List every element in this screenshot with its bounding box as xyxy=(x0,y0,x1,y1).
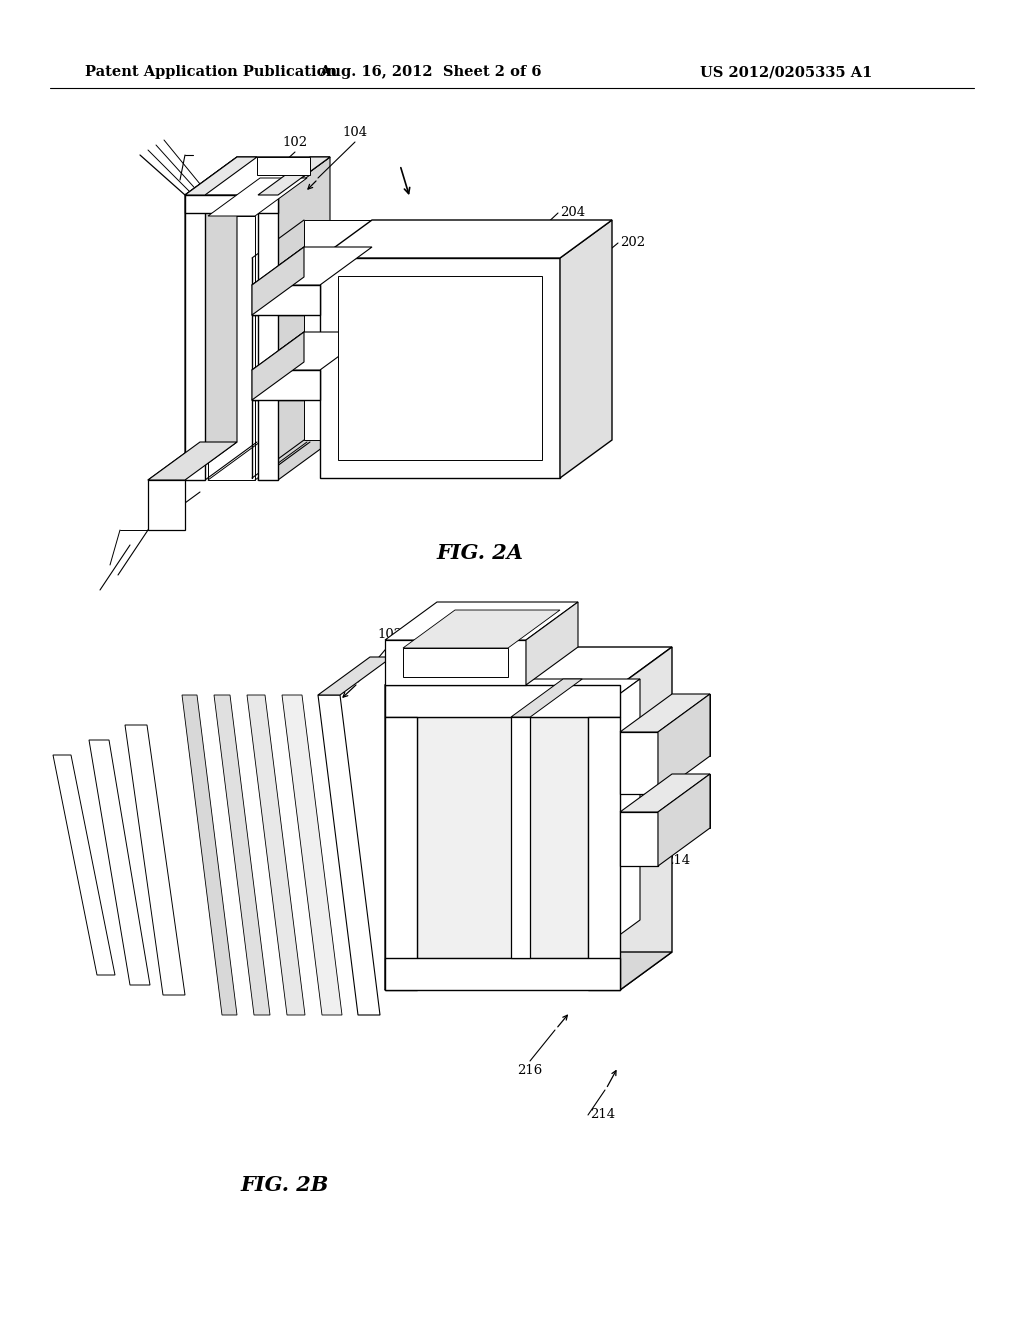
Text: 212: 212 xyxy=(640,693,666,706)
Polygon shape xyxy=(620,694,710,733)
Text: 102: 102 xyxy=(378,628,402,642)
Polygon shape xyxy=(385,647,437,990)
Polygon shape xyxy=(672,774,710,828)
Polygon shape xyxy=(620,647,672,990)
Polygon shape xyxy=(252,285,319,315)
Text: US 2012/0205335 A1: US 2012/0205335 A1 xyxy=(700,65,872,79)
Polygon shape xyxy=(185,195,205,480)
Polygon shape xyxy=(620,774,710,812)
Polygon shape xyxy=(385,602,578,640)
Text: FIG. 2A: FIG. 2A xyxy=(436,543,523,564)
Text: 202: 202 xyxy=(620,236,645,249)
Polygon shape xyxy=(257,157,310,176)
Polygon shape xyxy=(252,370,319,400)
Polygon shape xyxy=(385,647,672,685)
Polygon shape xyxy=(588,717,620,990)
Text: Aug. 16, 2012  Sheet 2 of 6: Aug. 16, 2012 Sheet 2 of 6 xyxy=(318,65,542,79)
Text: 216: 216 xyxy=(517,1064,543,1077)
Polygon shape xyxy=(469,678,640,920)
Polygon shape xyxy=(417,678,640,717)
Polygon shape xyxy=(318,696,380,1015)
Polygon shape xyxy=(278,157,330,480)
Polygon shape xyxy=(185,157,237,480)
Polygon shape xyxy=(182,696,237,1015)
Polygon shape xyxy=(385,640,526,685)
Polygon shape xyxy=(385,685,620,717)
Polygon shape xyxy=(148,442,237,480)
Polygon shape xyxy=(385,958,620,990)
Polygon shape xyxy=(252,333,372,370)
Text: 108: 108 xyxy=(440,626,466,639)
Polygon shape xyxy=(53,755,115,975)
Polygon shape xyxy=(658,774,710,866)
Polygon shape xyxy=(318,657,392,696)
Polygon shape xyxy=(125,725,185,995)
Polygon shape xyxy=(185,157,257,195)
Polygon shape xyxy=(319,220,612,257)
Polygon shape xyxy=(252,247,304,315)
Text: 214: 214 xyxy=(665,854,690,866)
Polygon shape xyxy=(208,178,307,216)
Polygon shape xyxy=(148,480,185,531)
Text: FIG. 2B: FIG. 2B xyxy=(241,1175,329,1195)
Polygon shape xyxy=(304,277,372,333)
Polygon shape xyxy=(260,178,307,442)
Polygon shape xyxy=(658,694,710,795)
Polygon shape xyxy=(526,602,578,685)
Polygon shape xyxy=(319,257,560,478)
Text: 204: 204 xyxy=(560,206,585,219)
Polygon shape xyxy=(252,333,304,400)
Polygon shape xyxy=(89,741,150,985)
Text: 104: 104 xyxy=(342,127,368,140)
Polygon shape xyxy=(258,195,278,480)
Polygon shape xyxy=(208,216,255,480)
Polygon shape xyxy=(304,220,372,247)
Polygon shape xyxy=(560,220,612,478)
Polygon shape xyxy=(252,247,372,285)
Polygon shape xyxy=(620,812,658,866)
Text: Patent Application Publication: Patent Application Publication xyxy=(85,65,337,79)
Text: 102: 102 xyxy=(283,136,307,149)
Polygon shape xyxy=(385,717,417,990)
Polygon shape xyxy=(403,610,560,648)
Polygon shape xyxy=(185,157,330,195)
Text: 214: 214 xyxy=(590,1109,615,1122)
Polygon shape xyxy=(620,733,658,795)
Polygon shape xyxy=(247,696,305,1015)
Polygon shape xyxy=(282,696,342,1015)
Polygon shape xyxy=(588,678,640,958)
Polygon shape xyxy=(260,176,307,178)
Polygon shape xyxy=(511,717,530,958)
Polygon shape xyxy=(185,195,278,213)
Polygon shape xyxy=(258,157,330,195)
Polygon shape xyxy=(672,694,710,756)
Polygon shape xyxy=(417,717,588,958)
Polygon shape xyxy=(511,678,583,717)
Polygon shape xyxy=(338,276,542,459)
Polygon shape xyxy=(304,362,372,440)
Polygon shape xyxy=(403,648,508,677)
Polygon shape xyxy=(214,696,270,1015)
Polygon shape xyxy=(385,952,672,990)
